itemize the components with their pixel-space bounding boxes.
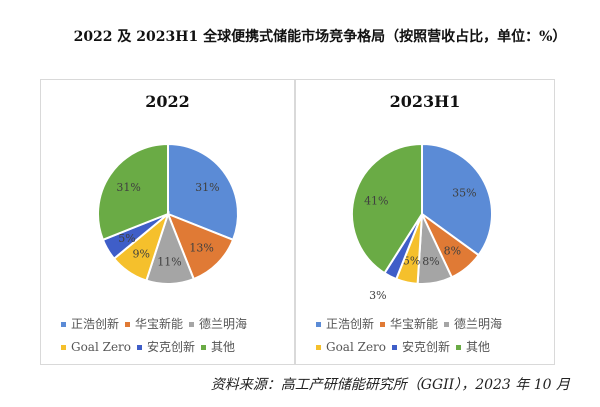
data-label: 8%	[444, 245, 461, 258]
chart-title: 2023H1	[389, 92, 461, 111]
source-note: 资料来源：高工产研储能研究所（GGII），2023 年 10 月	[210, 377, 570, 393]
legend-item: 德兰明海	[444, 313, 502, 336]
data-label: 31%	[195, 181, 219, 194]
legend-label: 正浩创新	[71, 317, 120, 331]
data-label: 5%	[403, 254, 420, 267]
legend-item: 安克创新	[392, 336, 450, 359]
legend: 正浩创新 华宝新能 德兰明海 Goal Zero 安克创新 其他	[316, 313, 546, 359]
data-label: 41%	[364, 195, 388, 208]
legend-swatch	[392, 345, 398, 350]
data-label: 9%	[133, 247, 150, 260]
figure-title: 2022 及 2023H1 全球便携式储能市场竞争格局（按照营收占比，单位：%）	[73, 29, 567, 45]
legend-swatch	[444, 322, 450, 327]
legend-label: 安克创新	[147, 340, 196, 354]
pie-chart-2023h1: 35%8%8%5%3%41%	[351, 142, 493, 302]
legend-label: 德兰明海	[454, 317, 503, 331]
legend-swatch	[61, 345, 66, 350]
legend-swatch	[189, 322, 195, 327]
legend-item: Goal Zero	[61, 336, 131, 359]
legend-label: 其他	[466, 340, 491, 354]
pie-slice	[351, 142, 423, 275]
data-label: 8%	[422, 255, 439, 268]
legend-label: 华宝新能	[135, 317, 184, 331]
chart-title: 2022	[145, 92, 190, 111]
legend-item: 华宝新能	[380, 313, 438, 336]
legend-item: Goal Zero	[316, 336, 386, 359]
chart-panel-2022: 2022 31% 13% 11% 9% 5% 31% 正浩创新 华宝新能 德兰明海 Goal Z…	[40, 79, 295, 365]
data-label: 31%	[116, 181, 140, 194]
pie-chart-2022: 31% 13% 11% 9% 5% 31%	[97, 142, 239, 285]
legend-item: 正浩创新	[61, 313, 119, 336]
legend-item: 安克创新	[137, 336, 195, 359]
legend-item: 其他	[201, 336, 235, 359]
legend-item: 德兰明海	[189, 313, 247, 336]
legend-swatch	[137, 345, 143, 350]
legend-item: 华宝新能	[125, 313, 183, 336]
legend-item: 其他	[456, 336, 490, 359]
pie-slice	[97, 142, 169, 242]
data-label: 11%	[157, 256, 181, 269]
legend-swatch	[316, 345, 321, 350]
data-label: 3%	[369, 289, 386, 302]
pie-slice	[167, 142, 239, 242]
legend-label: Goal Zero	[326, 340, 387, 354]
legend-label: 正浩创新	[326, 317, 375, 331]
legend: 正浩创新 华宝新能 德兰明海 Goal Zero 安克创新 其他	[61, 313, 291, 359]
legend-label: Goal Zero	[71, 340, 132, 354]
legend-label: 德兰明海	[199, 317, 248, 331]
legend-label: 安克创新	[402, 340, 451, 354]
pie-slice	[421, 142, 493, 257]
legend-label: 其他	[211, 340, 236, 354]
legend-swatch	[125, 322, 131, 327]
chart-panel-2023h1: 2023H1 35% 8% 8% 5% 3% 41% 正浩创新 华宝新能 德兰明海 Goal Z…	[295, 79, 555, 365]
data-label: 35%	[452, 186, 476, 199]
legend-swatch	[456, 345, 462, 350]
pie-slice	[166, 212, 235, 281]
data-label: 5%	[118, 232, 135, 245]
legend-swatch	[201, 345, 207, 350]
legend-swatch	[380, 322, 386, 327]
legend-item: 正浩创新	[316, 313, 374, 336]
data-label: 13%	[189, 242, 213, 255]
legend-swatch	[61, 322, 66, 327]
legend-swatch	[316, 322, 321, 327]
legend-label: 华宝新能	[390, 317, 439, 331]
